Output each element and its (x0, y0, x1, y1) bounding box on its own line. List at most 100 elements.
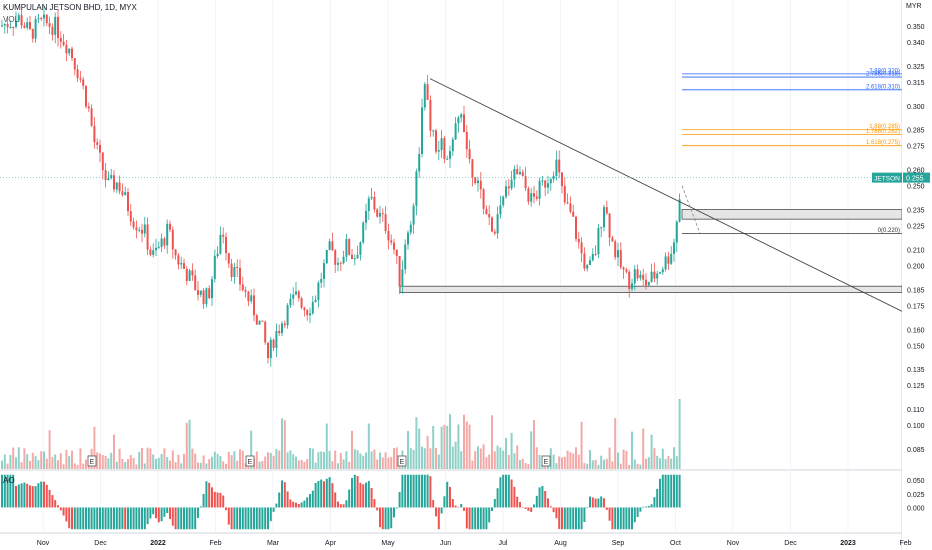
candle-body (471, 159, 474, 178)
volume-bar (409, 448, 412, 469)
ao-bar (600, 496, 603, 508)
candle-body (331, 241, 334, 251)
ao-bar (381, 507, 384, 530)
volume-bar (20, 462, 23, 469)
time-tick-label: May (381, 540, 395, 547)
volume-bar (670, 458, 673, 469)
volume-bar (295, 456, 297, 469)
candle-body (401, 269, 404, 287)
ao-bar (597, 498, 600, 508)
volume-bar (43, 451, 45, 469)
ao-bar (34, 486, 37, 508)
candle-body (507, 186, 510, 189)
drawing-lines[interactable] (429, 78, 932, 327)
volume-bar (79, 448, 82, 469)
candle-body (661, 269, 664, 273)
price-tick-label: 0.350 (907, 24, 925, 31)
fib-extension-levels[interactable]: 2.88(0.320)2.786(0.318) 2.618(0.310) 1.88(… (682, 68, 902, 234)
ao-bar (617, 507, 619, 530)
volume-bar (292, 454, 295, 469)
candle-body (40, 18, 43, 20)
volume-bar (516, 445, 519, 469)
candle-body (555, 159, 558, 176)
candle-body (339, 262, 342, 264)
ao-bar (272, 507, 275, 512)
volume-bar (496, 445, 499, 469)
volume-bar (48, 430, 51, 469)
candle-body (580, 242, 583, 254)
price-tick-label: 0.150 (907, 343, 925, 350)
volume-bar (482, 444, 485, 469)
candle-body (673, 242, 675, 254)
ao-bar (241, 507, 244, 530)
ao-bar (339, 504, 342, 508)
candle-body (449, 151, 451, 159)
ao-bar (6, 474, 9, 508)
volume-bar (208, 459, 211, 469)
candle-body (639, 274, 642, 279)
candle-body (317, 282, 320, 300)
ao-bar (9, 474, 12, 508)
ao-bar (499, 477, 502, 508)
volume-bar (575, 447, 577, 469)
candle-body (157, 246, 160, 248)
ao-bar (250, 507, 253, 530)
ao-bar (563, 507, 566, 530)
candle-body (199, 290, 202, 295)
ao-bar (561, 507, 563, 530)
time-tick-label: Aug (554, 540, 567, 547)
candle-body (138, 229, 141, 231)
candle-body (132, 221, 135, 228)
ao-bar (320, 479, 323, 508)
ao-bar (583, 507, 586, 523)
candle-body (225, 236, 227, 254)
volume-bar (320, 451, 323, 469)
ao-bar (541, 485, 544, 508)
candle-body (90, 108, 93, 126)
volume-bar (451, 446, 454, 469)
ao-bar (421, 474, 423, 508)
ao-bar (300, 502, 303, 508)
candle-body (174, 249, 177, 256)
candle-body (423, 84, 426, 108)
ao-bar (636, 507, 639, 517)
candle-body (261, 320, 264, 322)
candle-body (460, 114, 463, 118)
candle-body (491, 217, 493, 232)
candle-body (547, 183, 549, 188)
candle-body (365, 210, 367, 223)
ao-bar (479, 507, 482, 530)
volume-bar (398, 464, 401, 469)
candle-body (216, 253, 219, 256)
last-price-badge (903, 172, 930, 183)
ao-bar (569, 507, 572, 530)
volume-bar (269, 453, 272, 469)
volume-bar (300, 460, 303, 469)
ao-bar (379, 507, 381, 528)
ao-bar (48, 489, 51, 508)
ao-bar (275, 503, 278, 508)
ao-bar (653, 497, 656, 508)
ao-tick-label: 0.050 (907, 478, 925, 485)
ao-bar (314, 482, 317, 508)
candle-body (437, 150, 440, 152)
ao-bar (328, 477, 331, 508)
candle-body (127, 192, 129, 212)
volume-bar (460, 451, 463, 469)
candle-body (367, 198, 370, 211)
volume-bar (633, 459, 636, 469)
price-tick-label: 0.110 (907, 407, 924, 414)
volume-bar (37, 460, 40, 469)
symbol-label: JETSON (874, 176, 900, 183)
candle-body (202, 290, 205, 305)
candle-body (51, 26, 54, 35)
ao-bar (491, 507, 493, 511)
volume-bar (443, 424, 446, 469)
volume-bar (110, 452, 113, 469)
candle-body (457, 117, 460, 124)
volume-bar (6, 463, 9, 469)
ao-bar (323, 481, 325, 508)
candle-body (631, 283, 633, 289)
